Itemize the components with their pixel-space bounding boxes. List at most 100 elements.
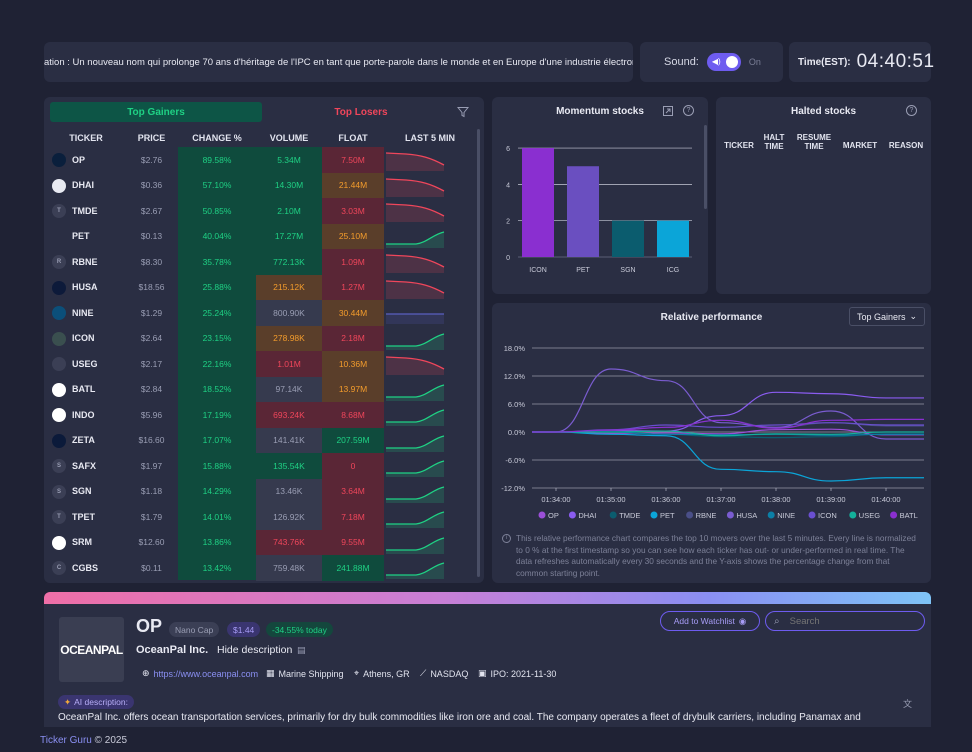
perf-xtick: 01:38:00	[761, 495, 790, 504]
industry-text: Marine Shipping	[278, 668, 344, 679]
detail-ticker: OP	[136, 616, 163, 636]
momentum-bar[interactable]	[522, 148, 554, 257]
relative-performance-panel: Relative performance Top Gainers ⌄ 18.0% 1…	[492, 303, 931, 583]
table-row[interactable]: HUSA $18.56 25.88% 215.12K 1.27M	[44, 274, 474, 300]
sparkline-down	[386, 203, 445, 222]
ticker-cell: HUSA	[72, 282, 98, 293]
momentum-bar[interactable]	[657, 220, 689, 257]
float-cell: 9.55M	[322, 529, 384, 555]
table-row[interactable]: NINE $1.29 25.24% 800.90K 30.44M	[44, 300, 474, 326]
price-badge: $1.44	[227, 622, 261, 637]
float-cell: 2.18M	[322, 325, 384, 351]
table-row[interactable]: ICON $2.64 23.15% 278.98K 2.18M	[44, 325, 474, 351]
price-cell: $2.64	[140, 333, 163, 344]
price-cell: $8.30	[140, 256, 163, 267]
perf-xtick: 01:39:00	[816, 495, 845, 504]
hide-description-link[interactable]: Hide description	[217, 644, 293, 656]
add-to-watchlist-button[interactable]: Add to Watchlist ◉	[660, 611, 760, 631]
location-pin-icon: ⌖	[354, 668, 360, 678]
momentum-scrollbar[interactable]	[704, 125, 707, 209]
table-row[interactable]: DHAI $0.36 57.10% 14.30M 21.44M	[44, 172, 474, 198]
table-row[interactable]: INDO $5.96 17.19% 693.24K 8.68M	[44, 402, 474, 428]
table-row[interactable]: SRM $12.60 13.86% 743.76K 9.55M	[44, 529, 474, 555]
expand-icon[interactable]	[663, 106, 673, 116]
legend-label[interactable]: USEG	[859, 511, 880, 520]
translate-icon[interactable]: 文	[903, 699, 913, 709]
legend-label[interactable]: HUSA	[736, 511, 757, 520]
website[interactable]: ⊕ https://www.oceanpal.com	[142, 668, 258, 679]
halted-title: Halted stocks	[790, 106, 857, 117]
momentum-bar[interactable]	[612, 220, 644, 257]
volume-cell: 800.90K	[256, 300, 322, 326]
momentum-ytick: 6	[506, 146, 510, 153]
legend-label[interactable]: OP	[548, 511, 559, 520]
legend-dot	[767, 511, 775, 519]
table-row[interactable]: T TMDE $2.67 50.85% 2.10M 3.03M	[44, 198, 474, 224]
movers-scrollbar[interactable]	[477, 129, 480, 577]
change-cell: 13.42%	[202, 562, 232, 573]
volume-cell: 1.01M	[256, 351, 322, 377]
legend-label[interactable]: TMDE	[619, 511, 640, 520]
momentum-bar[interactable]	[567, 166, 599, 257]
sound-toggle[interactable]: ◀)	[706, 53, 741, 71]
header-volume: VOLUME	[269, 133, 309, 143]
company-logo: OCEANPAL	[59, 617, 124, 682]
ipo: ▣ IPO: 2021-11-30	[478, 668, 556, 679]
table-row[interactable]: T TPET $1.79 14.01% 126.92K 7.18M	[44, 504, 474, 530]
halted-header-market: MARKET	[842, 141, 878, 150]
table-row[interactable]: PET $0.13 40.04% 17.27M 25.10M	[44, 223, 474, 249]
float-cell: 8.68M	[322, 402, 384, 428]
legend-label[interactable]: PET	[660, 511, 675, 520]
table-row[interactable]: USEG $2.17 22.16% 1.01M 10.36M	[44, 351, 474, 377]
ticker-cell: NINE	[72, 307, 94, 318]
filter-icon[interactable]	[457, 106, 469, 118]
legend-label[interactable]: BATL	[900, 511, 918, 520]
header-change: CHANGE %	[192, 133, 242, 143]
change-cell: 13.86%	[202, 537, 232, 548]
calendar-icon: ▣	[478, 668, 487, 678]
table-row[interactable]: C CGBS $0.11 13.42% 759.48K 241.88M	[44, 555, 474, 581]
legend-label[interactable]: ICON	[818, 511, 837, 520]
table-row[interactable]: BATL $2.84 18.52% 97.14K 13.97M	[44, 376, 474, 402]
legend-label[interactable]: RBNE	[696, 511, 717, 520]
change-cell: 40.04%	[202, 231, 232, 242]
book-icon: ▤	[297, 645, 306, 655]
location-text: Athens, GR	[363, 668, 410, 679]
ticker-logo-icon: R	[52, 255, 66, 269]
perf-line-dhai	[531, 391, 924, 433]
eye-icon: ◉	[738, 615, 747, 626]
speaker-icon: ◀)	[711, 57, 721, 66]
halted-header-resume-time: RESUME TIME	[796, 133, 832, 151]
website-link[interactable]: https://www.oceanpal.com	[153, 668, 259, 679]
company-detail: OCEANPAL OP Nano Cap $1.44 -34.55% today…	[44, 604, 931, 727]
performance-dropdown[interactable]: Top Gainers ⌄	[849, 307, 925, 326]
search-input[interactable]	[789, 615, 910, 627]
table-row[interactable]: S SAFX $1.97 15.88% 135.54K 0	[44, 453, 474, 479]
change-cell: 22.16%	[202, 358, 232, 369]
legend-label[interactable]: NINE	[777, 511, 795, 520]
globe-icon: ⊕	[142, 668, 150, 678]
performance-note: i This relative performance chart compare…	[502, 533, 922, 579]
volume-cell: 759.48K	[256, 555, 322, 581]
ticker-cell: INDO	[72, 409, 95, 420]
sparkline-down	[386, 152, 445, 171]
table-row[interactable]: S SGN $1.18 14.29% 13.46K 3.64M	[44, 478, 474, 504]
momentum-ytick: 2	[506, 219, 510, 226]
float-cell: 7.50M	[322, 147, 384, 173]
search-box[interactable]: ⌕	[765, 611, 925, 631]
ticker-logo-icon: T	[52, 204, 66, 218]
perf-xtick: 01:36:00	[651, 495, 680, 504]
table-row[interactable]: ZETA $16.60 17.07% 141.41K 207.59M	[44, 427, 474, 453]
footer-brand[interactable]: Ticker Guru	[40, 735, 92, 746]
table-row[interactable]: R RBNE $8.30 35.78% 772.13K 1.09M	[44, 249, 474, 275]
help-icon[interactable]: ?	[906, 105, 917, 116]
help-icon[interactable]: ?	[683, 105, 694, 116]
time-value: 04:40:51	[856, 51, 935, 72]
table-row[interactable]: OP $2.76 89.58% 5.34M 7.50M	[44, 147, 474, 173]
float-cell: 1.27M	[322, 274, 384, 300]
legend-label[interactable]: DHAI	[578, 511, 596, 520]
ticker-logo-icon	[52, 535, 66, 550]
chevron-down-icon: ⌄	[909, 311, 918, 321]
tab-top-gainers[interactable]: Top Gainers	[50, 102, 262, 122]
tab-top-losers[interactable]: Top Losers	[334, 106, 388, 118]
